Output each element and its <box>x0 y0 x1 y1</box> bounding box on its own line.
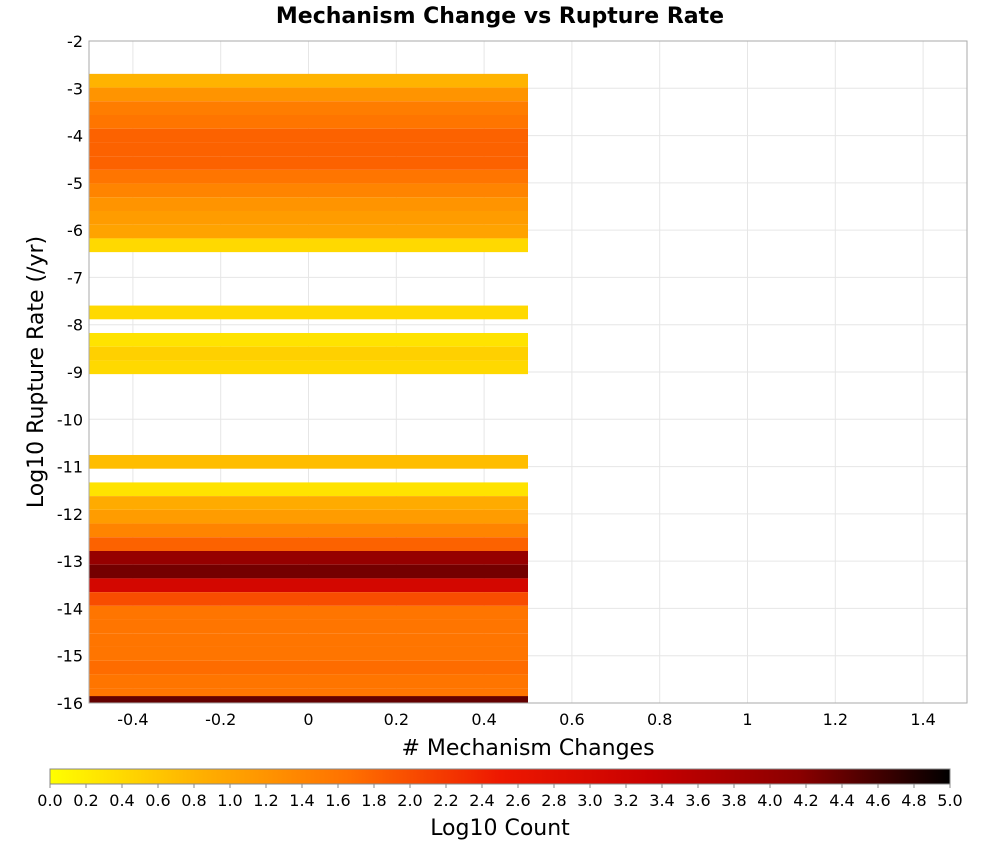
colorbar-tick-label: 2.0 <box>397 791 422 810</box>
x-tick-label: 0.8 <box>647 710 672 729</box>
colorbar-tick-label: 2.2 <box>433 791 458 810</box>
y-tick-label: -2 <box>67 32 83 51</box>
heatmap-cell <box>89 696 528 703</box>
chart-title: Mechanism Change vs Rupture Rate <box>276 4 724 29</box>
colorbar-tick-label: 4.0 <box>757 791 782 810</box>
y-tick-label: -13 <box>57 552 83 571</box>
x-tick-label: -0.4 <box>117 710 148 729</box>
colorbar-tick-label: 1.8 <box>361 791 386 810</box>
heatmap-cell <box>89 646 528 661</box>
y-tick-label: -14 <box>57 599 83 618</box>
y-tick-label: -7 <box>67 268 83 287</box>
heatmap-cell <box>89 578 528 593</box>
heatmap-cell <box>89 619 528 634</box>
colorbar-tick-label: 2.4 <box>469 791 494 810</box>
colorbar-tick-label: 0.2 <box>73 791 98 810</box>
x-axis-label: # Mechanism Changes <box>401 736 654 761</box>
colorbar-tick-label: 1.2 <box>253 791 278 810</box>
x-tick-label: 1.2 <box>823 710 848 729</box>
y-tick-label: -11 <box>57 458 83 477</box>
heatmap-cell <box>89 210 528 225</box>
heatmap-cell <box>89 101 528 116</box>
x-tick-label: 0.4 <box>471 710 496 729</box>
x-tick-label: 0 <box>303 710 313 729</box>
x-axis-ticks: -0.4 -0.2 0 0.2 0.4 0.6 0.8 1 1.2 1.4 <box>117 710 936 729</box>
y-tick-label: -12 <box>57 505 83 524</box>
colorbar-tick-label: 1.0 <box>217 791 242 810</box>
heatmap-cell <box>89 169 528 184</box>
colorbar-tick-label: 2.8 <box>541 791 566 810</box>
colorbar-tick-label: 3.2 <box>613 791 638 810</box>
heatmap-cell <box>89 537 528 551</box>
y-tick-label: -6 <box>67 221 83 240</box>
heatmap-cell <box>89 674 528 689</box>
colorbar-tick-label: 4.8 <box>901 791 926 810</box>
colorbar-tick-label: 5.0 <box>937 791 962 810</box>
colorbar-label: Log10 Count <box>430 816 570 841</box>
x-tick-label: 0.2 <box>384 710 409 729</box>
heatmap-cell <box>89 633 528 647</box>
y-tick-label: -5 <box>67 174 83 193</box>
y-tick-label: -10 <box>57 410 83 429</box>
colorbar-tick-label: 1.6 <box>325 791 350 810</box>
heatmap-cell <box>89 564 528 579</box>
colorbar-tick-label: 0.0 <box>37 791 62 810</box>
heatmap-cell <box>89 197 528 211</box>
heatmap-cell <box>89 592 528 606</box>
heatmap-cell <box>89 305 528 320</box>
heatmap-cell <box>89 496 528 510</box>
colorbar-tick-label: 3.8 <box>721 791 746 810</box>
heatmap-cell <box>89 523 528 538</box>
colorbar-tick-label: 3.0 <box>577 791 602 810</box>
colorbar-tick-label: 0.6 <box>145 791 170 810</box>
heatmap-cells <box>89 73 528 703</box>
y-tick-label: -9 <box>67 363 83 382</box>
colorbar-ticks: 0.0 0.2 0.4 0.6 0.8 1.0 1.2 1.4 1.6 1.8 2.0 2.2 2.4 2… <box>37 784 963 810</box>
heatmap-cell <box>89 183 528 198</box>
colorbar-tick-label: 4.6 <box>865 791 890 810</box>
y-tick-label: -15 <box>57 647 83 666</box>
y-tick-label: -16 <box>57 694 83 713</box>
heatmap-cell <box>89 482 528 497</box>
heatmap-cell <box>89 332 528 347</box>
colorbar-tick-label: 3.6 <box>685 791 710 810</box>
heatmap-cell <box>89 605 528 620</box>
x-tick-label: 0.6 <box>559 710 584 729</box>
colorbar-tick-label: 3.4 <box>649 791 674 810</box>
x-tick-label: 1.4 <box>910 710 935 729</box>
colorbar-tick-label: 2.6 <box>505 791 530 810</box>
x-tick-label: 1 <box>742 710 752 729</box>
heatmap-cell <box>89 660 528 675</box>
heatmap-cell <box>89 224 528 239</box>
heatmap-cell <box>89 156 528 170</box>
y-tick-label: -3 <box>67 79 83 98</box>
y-axis-ticks: -2 -3 -4 -5 -6 -7 -8 -9 -10 -11 -12 -13 -14 -15 -16 <box>57 32 83 713</box>
colorbar-tick-label: 4.4 <box>829 791 854 810</box>
heatmap-cell <box>89 128 528 143</box>
heatmap-cell <box>89 142 528 157</box>
x-tick-label: -0.2 <box>205 710 236 729</box>
y-tick-label: -4 <box>67 127 83 146</box>
colorbar-tick-label: 4.2 <box>793 791 818 810</box>
colorbar <box>49 768 951 785</box>
heatmap-cell <box>89 360 528 375</box>
plot-frame <box>88 40 968 704</box>
heatmap-cell <box>89 454 528 469</box>
heatmap-cell <box>89 509 528 524</box>
heatmap-cell <box>89 87 528 102</box>
heatmap-cell <box>89 238 528 253</box>
heatmap-cell <box>89 73 528 88</box>
heatmap-cell <box>89 115 528 129</box>
colorbar-tick-label: 1.4 <box>289 791 314 810</box>
colorbar-tick-label: 0.4 <box>109 791 134 810</box>
heatmap-cell <box>89 346 528 361</box>
colorbar-tick-label: 0.8 <box>181 791 206 810</box>
heatmap-cell <box>89 550 528 565</box>
y-tick-label: -8 <box>67 316 83 335</box>
y-axis-label: Log10 Rupture Rate (/yr) <box>24 236 49 508</box>
